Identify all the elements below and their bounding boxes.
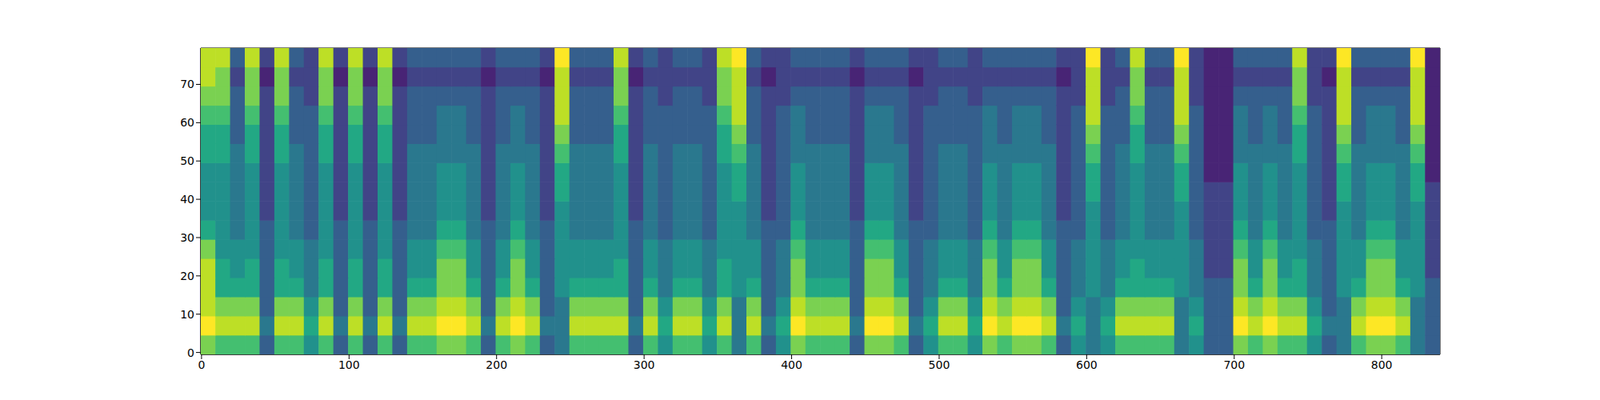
svg-text:70: 70: [180, 77, 195, 91]
svg-text:600: 600: [1076, 358, 1098, 372]
svg-text:60: 60: [180, 116, 195, 129]
svg-text:200: 200: [485, 358, 508, 372]
svg-text:0: 0: [187, 346, 195, 360]
svg-text:800: 800: [1371, 358, 1393, 372]
svg-text:500: 500: [928, 358, 951, 372]
svg-text:700: 700: [1223, 358, 1245, 372]
svg-text:20: 20: [180, 269, 195, 283]
svg-text:100: 100: [338, 358, 360, 372]
svg-text:0: 0: [197, 358, 205, 372]
svg-text:300: 300: [633, 358, 656, 372]
svg-text:50: 50: [180, 154, 195, 168]
svg-text:400: 400: [780, 358, 803, 372]
svg-text:10: 10: [180, 308, 195, 321]
svg-text:40: 40: [180, 192, 195, 206]
svg-text:30: 30: [180, 231, 195, 244]
